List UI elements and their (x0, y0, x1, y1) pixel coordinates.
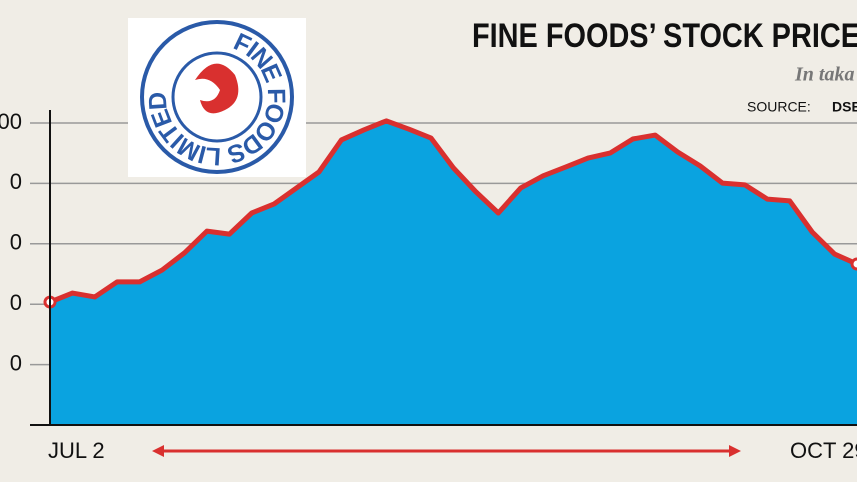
y-tick-label: 00 (0, 109, 22, 134)
logo-emblem (195, 63, 239, 114)
source-label: SOURCE: (747, 99, 811, 115)
source-name: DSE (832, 99, 857, 115)
area (50, 120, 857, 426)
logo-inner-ring (171, 51, 263, 143)
chart-title: FINE FOODS’ STOCK PRICES (472, 16, 857, 55)
y-tick-label: 0 (10, 350, 22, 375)
logo-ring (140, 20, 294, 174)
y-tick-label: 0 (10, 230, 22, 255)
y-tick-label: 0 (10, 290, 22, 315)
y-tick-label: 0 (10, 169, 22, 194)
x-tick-label: JUL 2 (48, 438, 105, 463)
line (49, 118, 857, 305)
end-marker (850, 257, 857, 271)
x-tick-label: OCT 29 (790, 438, 857, 463)
chart-subtitle: In taka (794, 64, 854, 86)
